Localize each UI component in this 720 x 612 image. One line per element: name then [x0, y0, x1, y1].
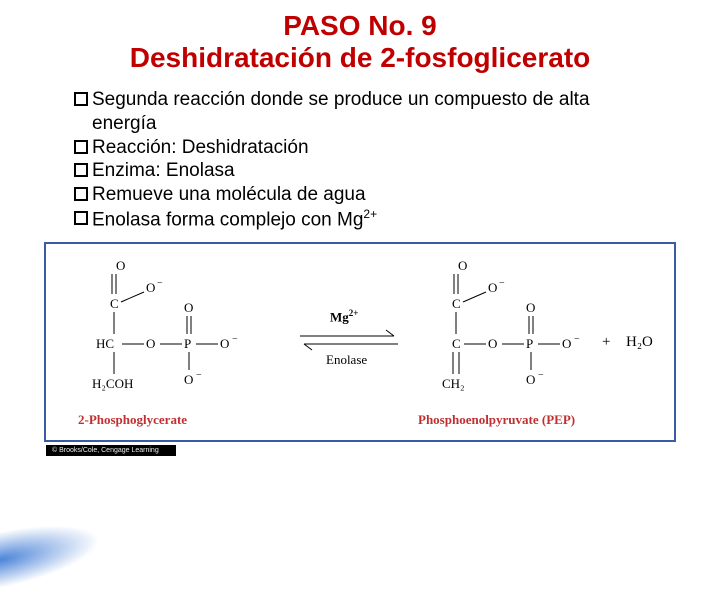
svg-text:O: O — [488, 280, 497, 295]
bullet-item: Enolasa forma complejo con Mg2+ — [74, 207, 650, 232]
svg-text:O: O — [184, 300, 193, 315]
svg-text:O: O — [562, 336, 571, 351]
square-bullet-icon — [74, 140, 88, 154]
bullet-item: Enzima: Enolasa — [74, 159, 650, 183]
byproduct-h2o: H₂O — [626, 334, 653, 351]
bullet-text: Enzima: Enolasa — [92, 159, 235, 183]
bullet-text-superscript: 2+ — [363, 207, 377, 221]
svg-text:O: O — [526, 372, 535, 387]
svg-text:O: O — [146, 280, 155, 295]
enzyme-label: Enolase — [326, 352, 367, 368]
copyright-label: © Brooks/Cole, Cengage Learning — [46, 445, 176, 456]
compound-name-right: Phosphoenolpyruvate (PEP) — [418, 412, 575, 428]
svg-text:O: O — [458, 258, 467, 273]
svg-text:H₂COH: H₂COH — [92, 376, 133, 391]
svg-text:−: − — [538, 370, 544, 381]
title-line-2: Deshidratación de 2-fosfoglicerato — [0, 42, 720, 74]
corner-flare-decoration — [0, 508, 114, 612]
svg-text:C: C — [110, 296, 119, 311]
svg-text:−: − — [232, 334, 238, 345]
svg-text:−: − — [574, 334, 580, 345]
square-bullet-icon — [74, 163, 88, 177]
molecule-2pg: O C O − HC O P O O − O − H₂COH — [64, 252, 274, 407]
square-bullet-icon — [74, 187, 88, 201]
bullet-text: Reacción: Deshidratación — [92, 136, 309, 160]
compound-name-left: 2-Phosphoglycerate — [78, 412, 187, 428]
svg-text:O: O — [220, 336, 229, 351]
svg-text:−: − — [499, 278, 505, 289]
svg-text:P: P — [526, 336, 533, 351]
svg-text:−: − — [157, 278, 163, 289]
reaction-figure: O C O − HC O P O O − O − H₂COH — [44, 242, 676, 442]
svg-text:CH₂: CH₂ — [442, 376, 465, 391]
svg-text:O: O — [184, 372, 193, 387]
bullet-item: Remueve una molécula de agua — [74, 183, 650, 207]
svg-text:C: C — [452, 336, 461, 351]
figure-box: O C O − HC O P O O − O − H₂COH — [44, 242, 676, 442]
svg-text:O: O — [488, 336, 497, 351]
slide-title: PASO No. 9 Deshidratación de 2-fosfoglic… — [0, 0, 720, 82]
svg-text:HC: HC — [96, 336, 114, 351]
svg-text:O: O — [526, 300, 535, 315]
bullet-text-prefix: Enolasa forma complejo con Mg — [92, 209, 363, 230]
bullet-item: Segunda reacción donde se produce un com… — [74, 88, 650, 136]
bullet-item: Reacción: Deshidratación — [74, 136, 650, 160]
bullet-text: Segunda reacción donde se produce un com… — [92, 88, 650, 136]
svg-text:−: − — [196, 370, 202, 381]
cofactor-label: Mg2+ — [330, 308, 358, 325]
svg-text:C: C — [452, 296, 461, 311]
svg-text:P: P — [184, 336, 191, 351]
square-bullet-icon — [74, 92, 88, 106]
square-bullet-icon — [74, 211, 88, 225]
molecule-pep: O C O − C O P O O − O − CH₂ — [416, 252, 606, 407]
bullet-text: Remueve una molécula de agua — [92, 183, 366, 207]
plus-sign: + — [602, 334, 610, 351]
equilibrium-arrows-icon — [294, 326, 404, 354]
bullet-text: Enolasa forma complejo con Mg2+ — [92, 207, 377, 232]
title-line-1: PASO No. 9 — [0, 10, 720, 42]
bullet-list: Segunda reacción donde se produce un com… — [0, 82, 720, 236]
svg-text:O: O — [146, 336, 155, 351]
svg-text:O: O — [116, 258, 125, 273]
